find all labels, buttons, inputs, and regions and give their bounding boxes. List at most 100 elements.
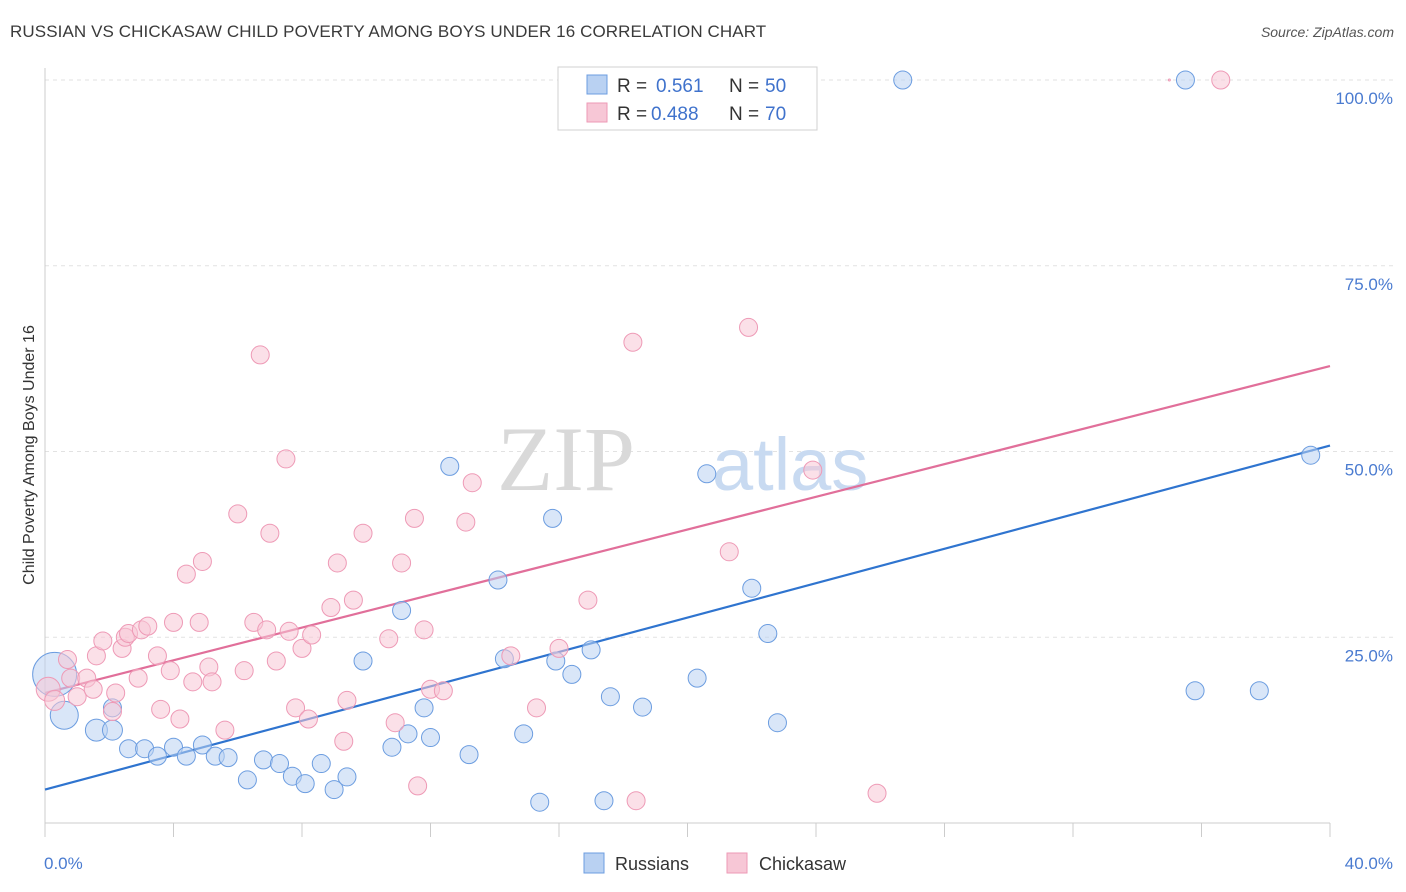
point-chickasaw-36	[276, 449, 296, 469]
point-russians-48	[1249, 681, 1269, 701]
point-chickasaw-53	[414, 620, 434, 640]
point-chickasaw-48	[379, 629, 399, 649]
point-russians-43	[758, 624, 778, 644]
point-russians-15	[270, 754, 290, 774]
y-tick-label-3: 100.0%	[1335, 89, 1393, 108]
point-russians-18	[311, 754, 331, 774]
point-chickasaw-3	[61, 668, 81, 688]
trend-line-russians	[44, 444, 1331, 791]
legend-swatch-russians	[586, 74, 608, 95]
point-russians-13	[237, 770, 257, 790]
watermark-zip: ZIP	[497, 408, 635, 510]
point-chickasaw-10	[106, 683, 126, 703]
point-russians-35	[562, 664, 582, 684]
point-chickasaw-46	[343, 590, 363, 610]
point-chickasaw-69	[1211, 70, 1231, 90]
data-points	[32, 70, 1321, 812]
point-russians-33	[543, 508, 563, 528]
point-russians-37	[594, 791, 614, 811]
legend-box: R = 0.561 N = 50 R = 0.488 N = 70	[557, 66, 818, 131]
point-russians-14	[253, 750, 273, 770]
point-chickasaw-56	[456, 512, 476, 532]
point-chickasaw-63	[626, 791, 646, 811]
point-russians-46	[1175, 70, 1195, 90]
legend-n-label-russians: N =	[729, 76, 759, 97]
legend-n-label-chickasaw: N =	[729, 104, 759, 125]
point-chickasaw-41	[302, 625, 322, 645]
point-chickasaw-20	[164, 612, 183, 632]
legend-r-value-russians: 0.561	[656, 76, 704, 97]
point-chickasaw-42	[321, 598, 341, 618]
legend-r-label-russians: R =	[617, 76, 647, 97]
legend-n-value-russians: 50	[765, 76, 786, 97]
point-chickasaw-52	[408, 776, 428, 796]
point-russians-21	[353, 651, 373, 671]
point-chickasaw-27	[202, 672, 222, 692]
point-russians-31	[514, 724, 534, 744]
point-chickasaw-6	[83, 679, 103, 699]
y-tick-labels: 25.0% 50.0% 75.0% 100.0%	[1335, 89, 1393, 665]
point-russians-32	[530, 792, 550, 812]
point-chickasaw-28	[215, 720, 235, 740]
point-russians-19	[324, 780, 344, 800]
bottom-legend-swatch-chickasaw	[726, 852, 748, 874]
point-russians-9	[176, 746, 196, 766]
point-chickasaw-43	[327, 553, 347, 573]
point-chickasaw-1	[44, 689, 66, 711]
point-chickasaw-47	[353, 523, 373, 543]
point-chickasaw-30	[234, 661, 254, 681]
bottom-legend-swatch-russians	[583, 852, 605, 874]
bottom-legend-label-russians: Russians	[615, 854, 689, 874]
point-chickasaw-23	[183, 672, 203, 692]
point-chickasaw-14	[128, 668, 148, 688]
point-russians-39	[633, 697, 653, 717]
point-chickasaw-55	[433, 681, 453, 701]
point-chickasaw-34	[260, 523, 280, 543]
point-chickasaw-49	[385, 713, 405, 733]
point-russians-10	[192, 735, 212, 755]
point-chickasaw-19	[160, 661, 180, 681]
point-chickasaw-51	[404, 508, 424, 528]
point-chickasaw-35	[266, 651, 286, 671]
point-chickasaw-25	[192, 551, 212, 571]
point-chickasaw-44	[334, 731, 354, 751]
point-chickasaw-39	[292, 638, 312, 658]
point-chickasaw-24	[189, 612, 209, 632]
point-russians-38	[600, 687, 620, 707]
point-chickasaw-60	[549, 638, 569, 658]
x-tick-labels: 0.0% 40.0%	[44, 854, 1393, 873]
x-tick-label-1: 40.0%	[1345, 854, 1393, 873]
point-chickasaw-16	[138, 616, 158, 636]
point-russians-24	[392, 601, 412, 621]
axes	[44, 68, 1331, 837]
point-chickasaw-68	[1167, 78, 1171, 82]
point-russians-5	[119, 739, 139, 759]
point-chickasaw-21	[170, 709, 190, 729]
point-chickasaw-62	[623, 332, 643, 352]
point-chickasaw-65	[739, 317, 759, 337]
legend-r-label-chickasaw: R =	[617, 104, 647, 125]
chart-source: Source: ZipAtlas.com	[1260, 24, 1394, 40]
point-russians-41	[697, 464, 717, 484]
point-chickasaw-4	[67, 687, 87, 707]
point-russians-7	[147, 746, 167, 766]
point-chickasaw-61	[578, 590, 598, 610]
point-chickasaw-9	[102, 702, 122, 722]
point-chickasaw-50	[392, 553, 412, 573]
point-russians-26	[421, 728, 440, 748]
point-russians-17	[295, 774, 315, 794]
point-russians-36	[581, 640, 601, 660]
point-chickasaw-45	[337, 690, 357, 710]
x-tick-label-0: 0.0%	[44, 854, 83, 873]
point-chickasaw-59	[527, 698, 547, 718]
watermark-atlas: atlas	[712, 423, 868, 506]
legend-r-value-chickasaw: 0.488	[651, 104, 699, 125]
y-axis-label: Child Poverty Among Boys Under 16	[21, 325, 38, 585]
point-chickasaw-32	[250, 345, 270, 365]
point-russians-42	[742, 578, 762, 598]
point-russians-47	[1185, 681, 1205, 701]
point-russians-49	[1301, 445, 1321, 465]
point-chickasaw-58	[501, 646, 521, 666]
point-chickasaw-64	[719, 542, 739, 562]
